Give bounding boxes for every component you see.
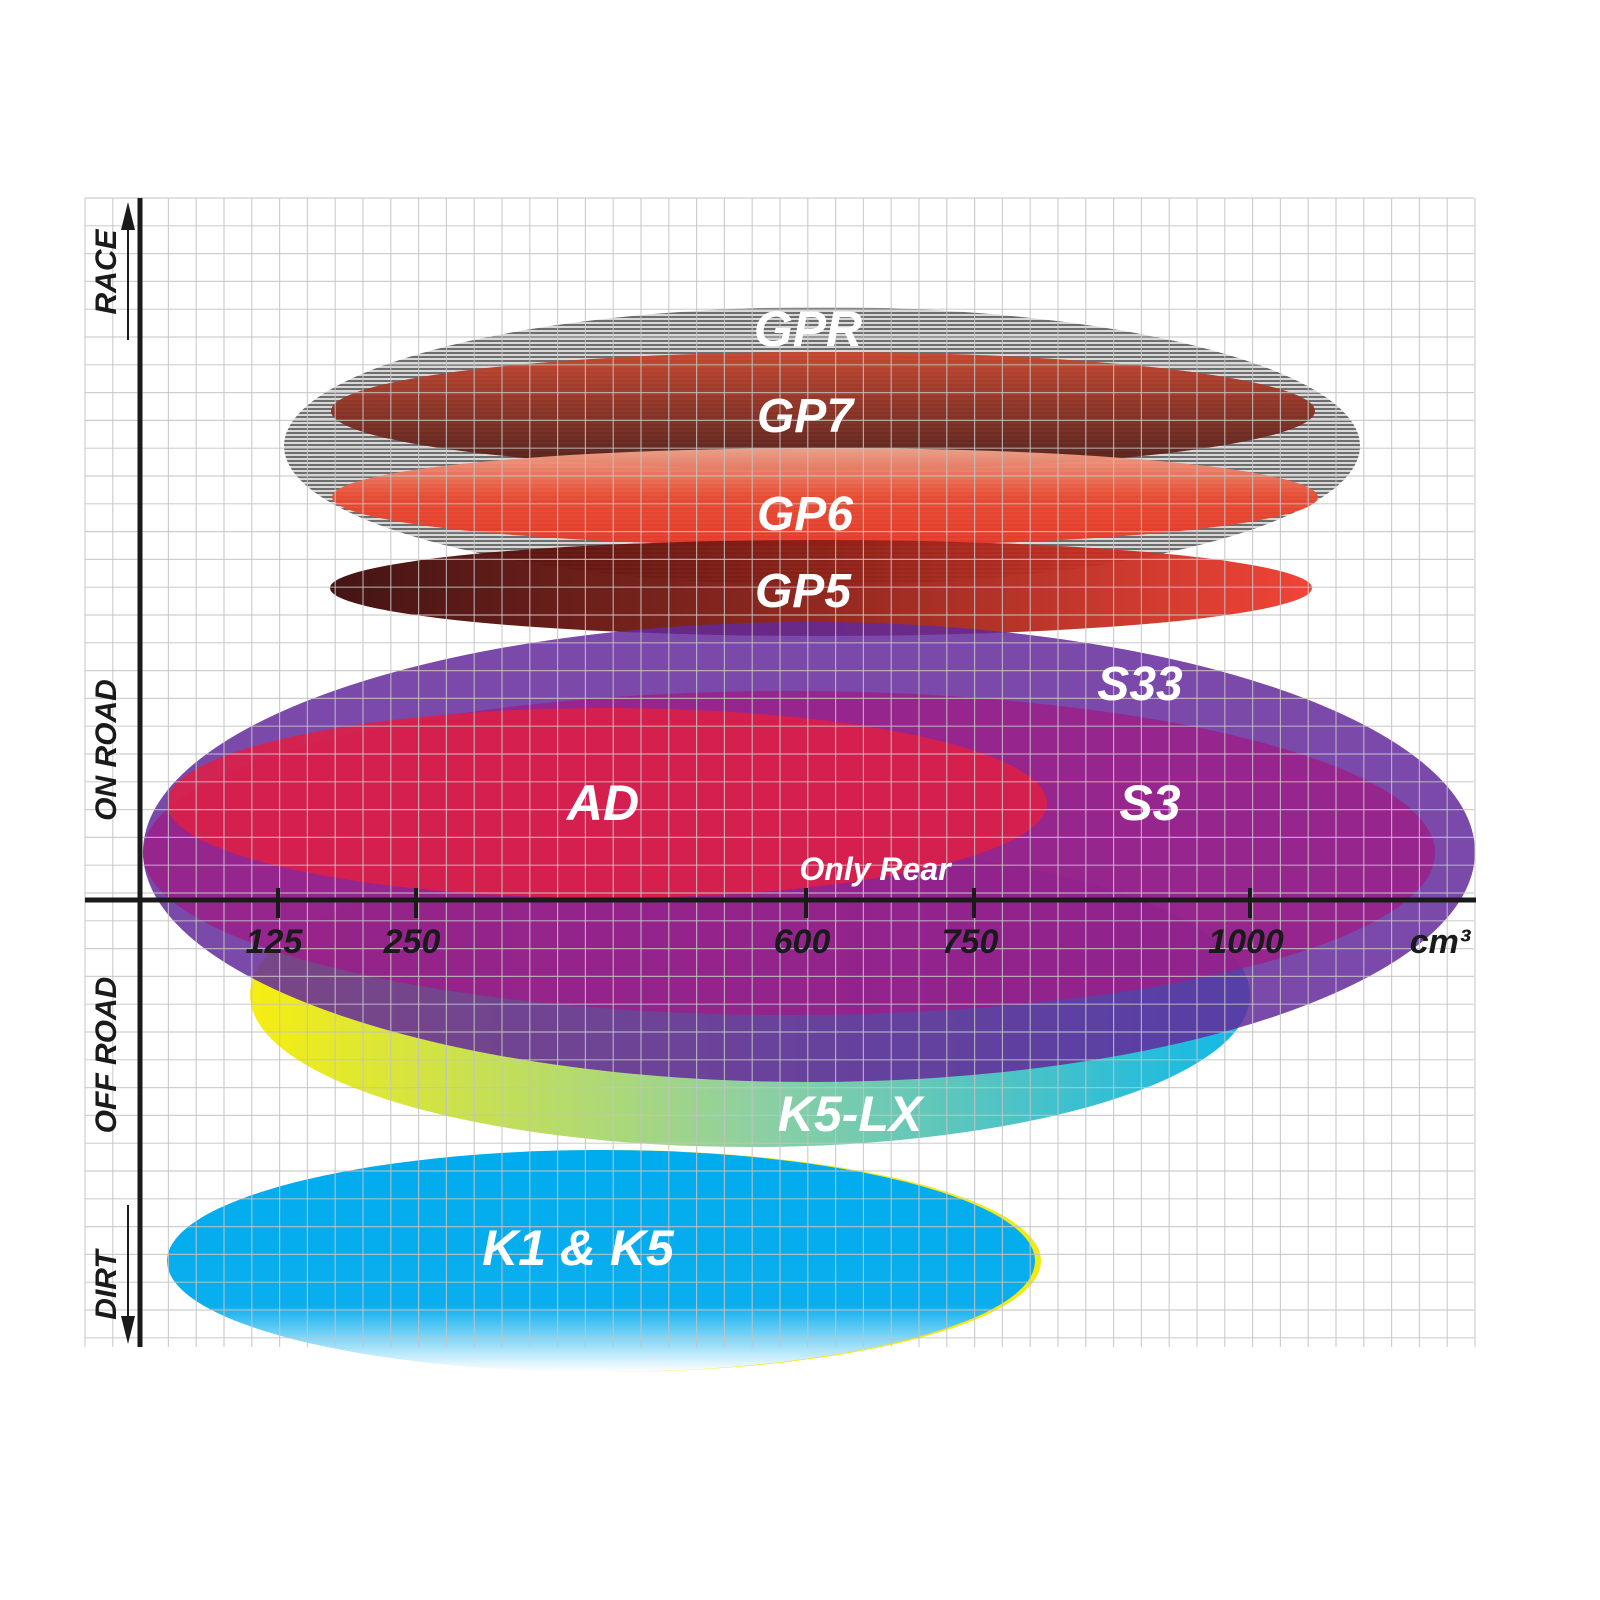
y-axis-label-off-road: OFF ROAD xyxy=(90,977,123,1134)
ellipse-k1-k5 xyxy=(167,1150,1035,1372)
ellipse-gp6 xyxy=(332,448,1318,546)
ellipse-gp7 xyxy=(331,352,1315,470)
ellipse-gp5 xyxy=(330,540,1312,636)
up-arrow-icon xyxy=(121,202,135,230)
only-rear-note: Only Rear xyxy=(799,851,952,887)
product-label: GP6 xyxy=(757,488,853,541)
x-tick-label: 600 xyxy=(774,923,831,961)
product-label: GP7 xyxy=(757,390,855,443)
product-label: AD xyxy=(565,775,639,831)
x-tick-label: 125 xyxy=(246,923,304,961)
ellipse-ad xyxy=(167,708,1047,898)
y-axis-label-race: RACE xyxy=(90,229,123,315)
product-label: K1 & K5 xyxy=(482,1220,675,1276)
x-tick-label: 1000 xyxy=(1208,923,1284,961)
x-tick-label: 250 xyxy=(383,923,441,961)
product-label: S33 xyxy=(1097,658,1183,711)
product-label: K5-LX xyxy=(778,1086,925,1142)
product-label: GP5 xyxy=(755,565,852,618)
y-axis-label-dirt: DIRT xyxy=(90,1248,123,1320)
y-axis-label-on-road: ON ROAD xyxy=(90,679,123,821)
down-arrow-icon xyxy=(121,1316,135,1344)
x-axis-unit: cm³ xyxy=(1410,923,1472,961)
x-tick-label: 750 xyxy=(942,923,999,961)
product-label: S3 xyxy=(1119,775,1180,831)
product-label: GPR xyxy=(754,301,862,357)
grid xyxy=(84,197,1476,1347)
